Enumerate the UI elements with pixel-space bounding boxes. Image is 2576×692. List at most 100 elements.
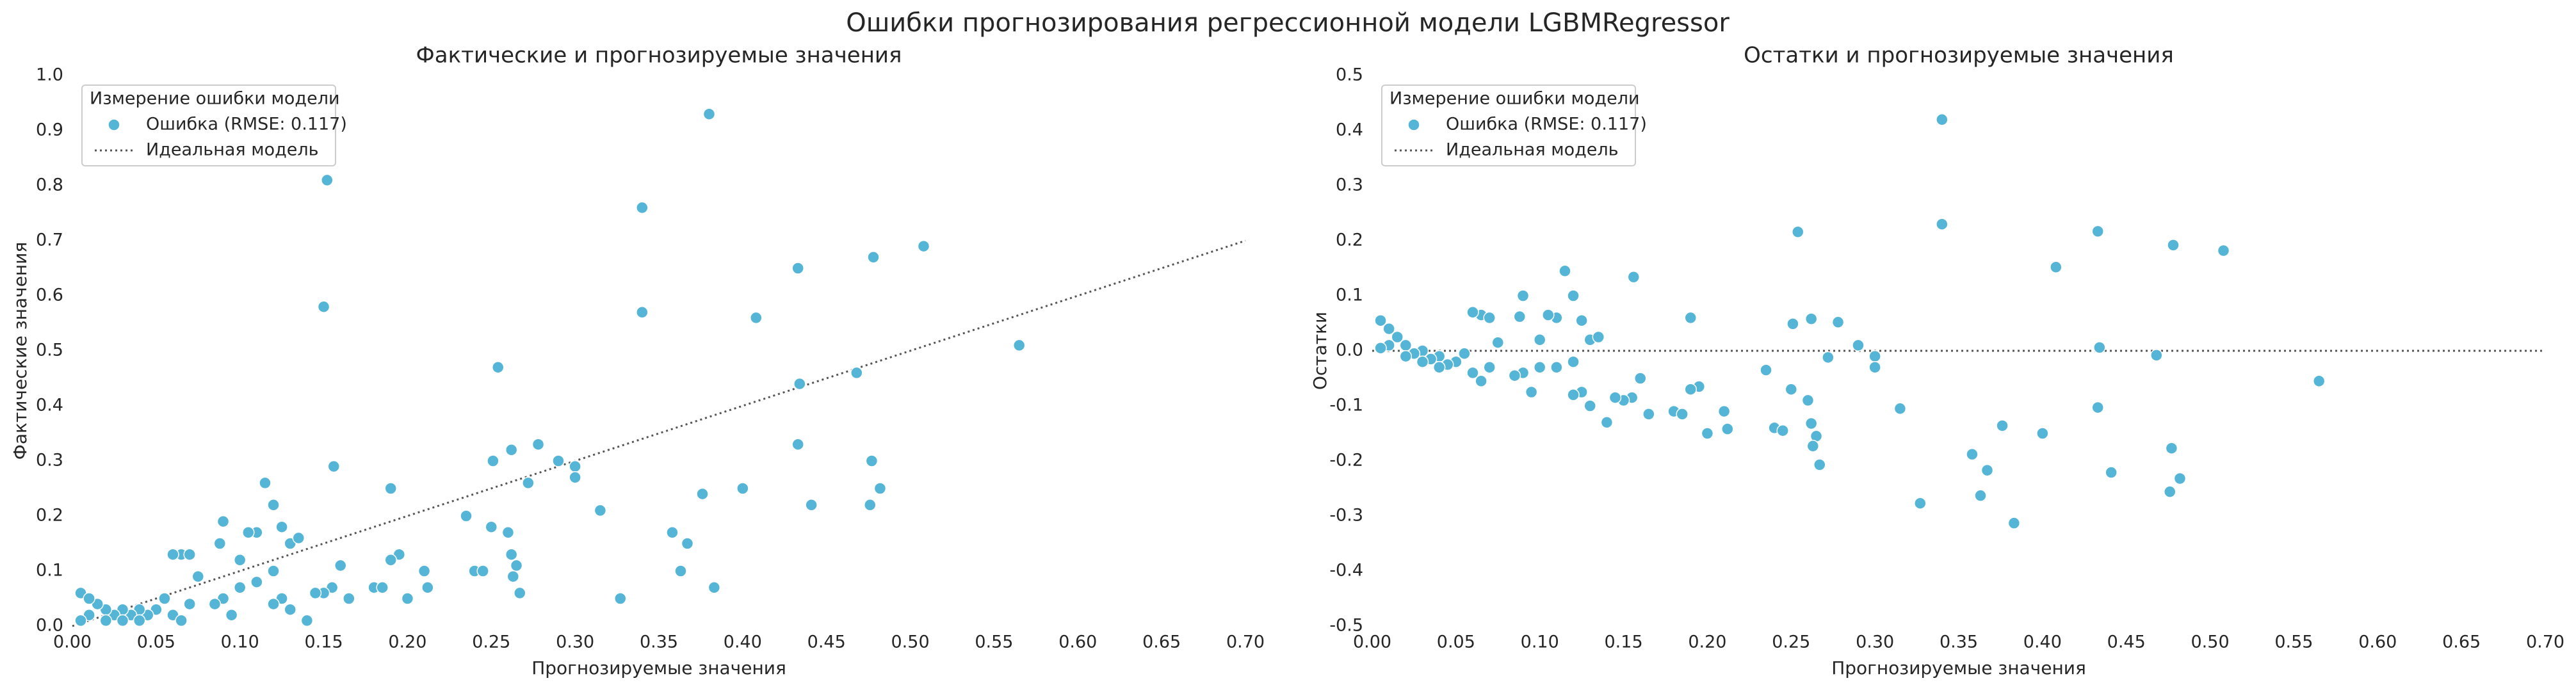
x-tick-label: 0.70 — [1226, 632, 1265, 652]
point — [2217, 244, 2230, 257]
point — [1458, 347, 1471, 360]
point — [183, 597, 196, 611]
point — [867, 251, 880, 264]
legend-box — [81, 84, 336, 166]
x-tick-label: 0.10 — [1521, 632, 1559, 652]
point — [865, 455, 879, 467]
point — [1852, 339, 1865, 352]
point — [917, 239, 930, 253]
point — [2150, 349, 2163, 362]
point — [1608, 391, 1622, 404]
point — [506, 570, 520, 583]
point — [531, 438, 545, 451]
point — [2167, 239, 2180, 252]
point — [421, 581, 434, 594]
y-tick-label: 0.0 — [1336, 341, 1363, 360]
y-tick-label: -0.5 — [1329, 616, 1363, 636]
point — [2164, 485, 2176, 498]
point — [2091, 401, 2104, 414]
point — [1936, 113, 1948, 126]
y-tick-label: 0.5 — [36, 341, 63, 360]
y-tick-label: 0.4 — [36, 396, 63, 415]
point — [401, 592, 414, 605]
x-tick-label: 0.65 — [1142, 632, 1181, 652]
y-tick-label: 0.5 — [1336, 65, 1363, 85]
y-tick-label: -0.4 — [1329, 561, 1363, 581]
point — [1633, 372, 1647, 385]
point — [708, 581, 721, 594]
point — [99, 614, 113, 627]
point — [1533, 334, 1546, 346]
legend-box — [1381, 84, 1636, 166]
point — [208, 597, 222, 611]
point — [791, 438, 804, 451]
y-tick-label: 0.3 — [1336, 175, 1363, 195]
x-tick-label: 0.70 — [2526, 632, 2564, 652]
y-axis-label: Фактические значения — [10, 242, 31, 460]
point — [552, 455, 565, 467]
point — [1981, 463, 1994, 477]
point — [1491, 336, 1505, 349]
point — [1792, 225, 1804, 238]
point — [242, 526, 255, 539]
point — [1831, 316, 1845, 329]
point — [2165, 442, 2178, 455]
point — [793, 377, 806, 390]
point — [1432, 361, 1446, 374]
point — [1508, 369, 1521, 382]
x-tick-label: 0.45 — [807, 632, 846, 652]
y-tick-label: 0.2 — [1336, 230, 1363, 250]
point — [696, 487, 709, 501]
point — [1559, 264, 1571, 278]
legend-label: Ошибка (RMSE: 0.117) — [146, 115, 347, 134]
x-tick-label: 0.50 — [891, 632, 930, 652]
point — [681, 537, 694, 550]
point — [1542, 309, 1555, 321]
x-tick-label: 0.60 — [2358, 632, 2397, 652]
y-tick-label: -0.2 — [1329, 451, 1363, 471]
point — [850, 366, 863, 380]
point — [1416, 355, 1429, 368]
point — [384, 482, 398, 495]
x-tick-label: 0.45 — [2107, 632, 2146, 652]
point — [259, 476, 271, 490]
point — [417, 565, 431, 577]
legend-label: Идеальная модель — [146, 140, 319, 160]
point — [183, 548, 196, 561]
y-tick-label: 0.9 — [36, 120, 63, 140]
x-tick-label: 0.55 — [2274, 632, 2313, 652]
legend: Измерение ошибки модели Ошибка (RMSE: 0.1… — [81, 84, 347, 166]
point — [233, 554, 247, 567]
x-tick-label: 0.30 — [1856, 632, 1894, 652]
point — [510, 559, 523, 572]
point — [384, 554, 398, 567]
point — [250, 575, 263, 588]
point — [1567, 389, 1580, 401]
point — [1466, 366, 1479, 380]
point — [2105, 466, 2118, 479]
figure-title: Ошибки прогнозирования регрессионной мод… — [846, 8, 1729, 38]
point — [666, 526, 679, 539]
point — [569, 471, 581, 484]
point — [791, 262, 804, 275]
point — [317, 300, 330, 313]
point — [476, 565, 489, 577]
point — [1600, 416, 1614, 429]
point — [485, 520, 498, 533]
point — [1374, 314, 1387, 327]
y-tick-label: 0.7 — [36, 230, 63, 250]
y-tick-label: 0.2 — [36, 506, 63, 526]
point — [1684, 383, 1697, 396]
point — [216, 515, 230, 528]
point — [116, 614, 129, 627]
point — [1868, 361, 1881, 374]
point — [321, 173, 334, 187]
point — [2173, 472, 2187, 485]
point — [1627, 271, 1640, 284]
y-tick-label: 0.1 — [36, 561, 63, 581]
point — [1584, 399, 1596, 412]
point — [569, 460, 581, 473]
point — [213, 537, 227, 550]
point — [1776, 424, 1789, 437]
point — [1374, 341, 1387, 355]
